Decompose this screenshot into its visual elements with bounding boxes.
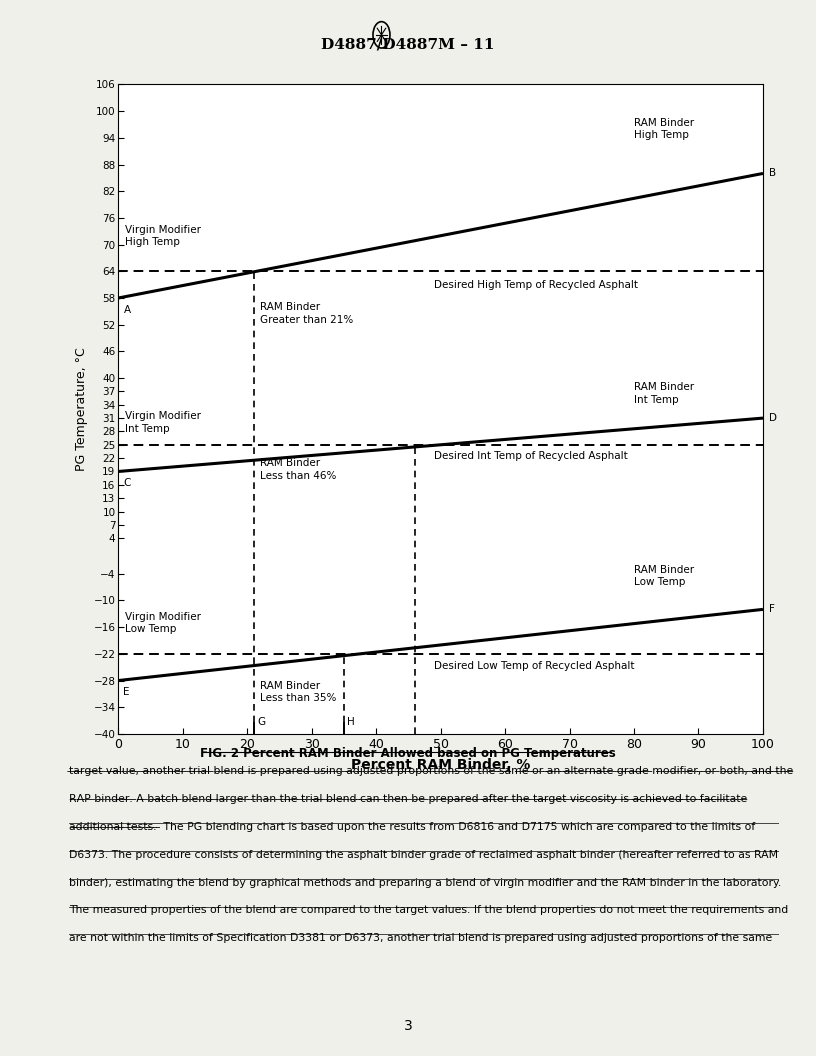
Text: RAM Binder
Less than 46%: RAM Binder Less than 46% xyxy=(260,458,336,480)
Text: RAM Binder
Int Temp: RAM Binder Int Temp xyxy=(634,382,694,404)
Text: 3: 3 xyxy=(404,1019,412,1034)
Text: t̶a̶r̶g̶e̶t̶ ̶v̶a̶l̶u̶e̶,̶ ̶a̶n̶o̶t̶h̶e̶r̶ ̶t̶r̶i̶a̶l̶ ̶b̶l̶e̶n̶d̶ ̶i̶s̶ ̶p̶r̶e̶: t̶a̶r̶g̶e̶t̶ ̶v̶a̶l̶u̶e̶,̶ ̶a̶n̶o̶t̶h̶e̶… xyxy=(69,767,794,776)
Text: are not within the limits of Specification D3381 or D6373, another trial blend i: are not within the limits of Specificati… xyxy=(69,934,773,943)
Text: RAM Binder
High Temp: RAM Binder High Temp xyxy=(634,118,694,140)
Text: a̶d̶d̶i̶t̶i̶o̶n̶a̶l̶ ̶t̶e̶s̶t̶s̶.̶ ̶ The PG blending chart is based upon the res: a̶d̶d̶i̶t̶i̶o̶n̶a̶l̶ ̶t̶e̶s̶t̶s̶.̶ ̶ The… xyxy=(69,822,756,832)
Text: RAM Binder
Low Temp: RAM Binder Low Temp xyxy=(634,565,694,587)
Text: RAM Binder
Less than 35%: RAM Binder Less than 35% xyxy=(260,680,336,703)
X-axis label: Percent RAM Binder, %: Percent RAM Binder, % xyxy=(351,758,530,772)
Text: F: F xyxy=(769,604,775,615)
Text: Virgin Modifier
High Temp: Virgin Modifier High Temp xyxy=(125,225,201,247)
Text: H: H xyxy=(347,717,355,728)
Text: Desired Low Temp of Recycled Asphalt: Desired Low Temp of Recycled Asphalt xyxy=(434,660,635,671)
Text: The measured properties of the blend are compared to the target values. If the b: The measured properties of the blend are… xyxy=(69,905,788,916)
Text: RAM Binder
Greater than 21%: RAM Binder Greater than 21% xyxy=(260,302,353,325)
Text: binder), estimating the blend by graphical methods and preparing a blend of virg: binder), estimating the blend by graphic… xyxy=(69,878,782,888)
Text: Virgin Modifier
Int Temp: Virgin Modifier Int Temp xyxy=(125,412,201,434)
Text: D4887/D4887M – 11: D4887/D4887M – 11 xyxy=(322,37,494,52)
Text: Virgin Modifier
Low Temp: Virgin Modifier Low Temp xyxy=(125,611,201,634)
Text: FIG. 2 Percent RAM Binder Allowed based on PG Temperatures: FIG. 2 Percent RAM Binder Allowed based … xyxy=(200,747,616,759)
Text: Desired Int Temp of Recycled Asphalt: Desired Int Temp of Recycled Asphalt xyxy=(434,452,628,461)
Text: C: C xyxy=(123,478,131,488)
Text: Desired High Temp of Recycled Asphalt: Desired High Temp of Recycled Asphalt xyxy=(434,280,638,290)
Text: D6373. The procedure consists of determining the asphalt binder grade of reclaim: D6373. The procedure consists of determi… xyxy=(69,850,778,860)
Text: D: D xyxy=(769,413,778,423)
Text: B: B xyxy=(769,169,777,178)
Y-axis label: PG Temperature, °C: PG Temperature, °C xyxy=(75,347,88,471)
Text: R̶A̶P̶ ̶b̶i̶n̶d̶e̶r̶.̶ ̶A̶ ̶b̶a̶t̶c̶h̶ ̶b̶l̶e̶n̶d̶ ̶l̶a̶r̶g̶e̶r̶ ̶t̶h̶a̶n̶ ̶t̶h̶: R̶A̶P̶ ̶b̶i̶n̶d̶e̶r̶.̶ ̶A̶ ̶b̶a̶t̶c̶h̶ ̶… xyxy=(69,794,747,805)
Text: A: A xyxy=(123,305,131,315)
Text: G: G xyxy=(257,717,265,728)
Text: E: E xyxy=(123,687,130,697)
